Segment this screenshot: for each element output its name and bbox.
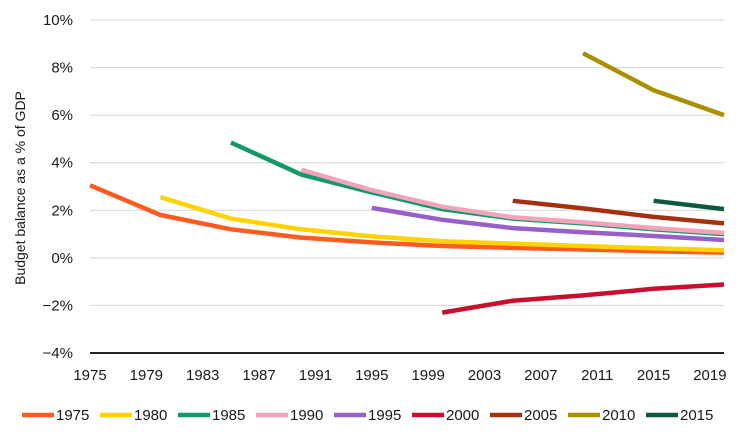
x-tick-label: 1979 [130, 367, 163, 384]
y-tick-label: 4% [51, 155, 73, 172]
series-line-1995 [371, 205, 725, 243]
x-tick-label: 2011 [581, 367, 613, 384]
legend-label-2010: 2010 [602, 407, 635, 424]
series-line-1975 [89, 183, 725, 255]
series-line-1990 [300, 167, 725, 236]
y-axis-title: Budget balance as a % of GDP [12, 91, 28, 285]
legend: 1975 1980 1985 1990 1995 2000 2005 2010 2015 [22, 407, 713, 424]
legend-label-1980: 1980 [134, 407, 167, 424]
legend-label-2005: 2005 [524, 407, 557, 424]
x-tick-label: 1995 [355, 367, 388, 384]
x-tick-label: 2007 [524, 367, 557, 384]
x-tick-label: 2019 [693, 367, 726, 384]
legend-label-2015: 2015 [680, 407, 713, 424]
grid-lines [90, 19, 724, 306]
y-tick-label: 2% [51, 202, 73, 219]
series-line-2015 [653, 198, 725, 212]
x-tick-label: 1999 [411, 367, 444, 384]
x-tick-label: 2003 [468, 367, 501, 384]
legend-label-1990: 1990 [290, 407, 323, 424]
x-tick-label: 1975 [73, 367, 106, 384]
legend-label-1995: 1995 [368, 407, 401, 424]
legend-label-1975: 1975 [56, 407, 89, 424]
y-tick-label: −4% [43, 345, 73, 362]
y-tick-label: 10% [43, 12, 73, 29]
legend-label-2000: 2000 [446, 407, 479, 424]
y-tick-label: 6% [51, 107, 73, 124]
y-tick-label: 8% [51, 60, 73, 77]
series-line-2010 [582, 51, 725, 118]
x-tick-label: 1987 [242, 367, 275, 384]
series-lines [89, 51, 725, 315]
y-tick-label: −2% [43, 297, 73, 314]
x-tick-label: 1991 [299, 367, 332, 384]
series-line-1980 [159, 195, 725, 253]
legend-label-1985: 1985 [212, 407, 245, 424]
series-line-1985 [229, 140, 725, 237]
x-tick-label: 2015 [637, 367, 670, 384]
series-line-2000 [441, 282, 725, 315]
x-tick-label: 1983 [186, 367, 219, 384]
series-line-2005 [512, 198, 725, 226]
y-tick-label: 0% [51, 250, 73, 267]
axes: −4% −2% 0% 2% 4% 6% 8% 10% 1975 1979 1983 1987 1991 1… [43, 12, 727, 384]
